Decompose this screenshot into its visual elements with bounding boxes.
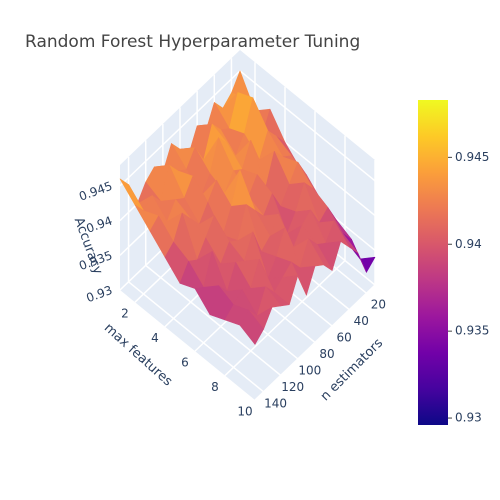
y-tick-label: 8 [211,380,219,394]
colorbar [418,100,448,425]
z-tick-label: 0.93 [84,283,114,305]
colorbar-tick-label: 0.93 [455,411,482,425]
colorbar-tick-label: 0.945 [455,150,489,164]
x-tick-label: 140 [264,396,287,410]
grid-line [224,260,346,377]
y-tick-label: 6 [181,356,189,370]
grid-line [145,264,282,376]
x-tick-label: 100 [298,363,321,377]
grid-line [119,70,241,187]
y-tick-label: 2 [121,307,129,321]
y-tick-label: 4 [151,331,159,345]
z-tick-label: 0.945 [77,179,114,204]
grid-line [254,284,376,401]
x-tick-label: 60 [337,331,352,345]
surface-cell [239,309,264,345]
grid-line [128,281,265,393]
colorbar-tick-label: 0.935 [455,324,489,338]
y-tick-label: 10 [237,405,252,419]
x-tick-label: 20 [371,298,386,312]
chart-title: Random Forest Hyperparameter Tuning [25,32,360,52]
x-axis-title: n estimators [318,336,387,405]
y-axis-title: max features [101,321,175,390]
x-tick-label: 120 [281,380,304,394]
x-tick-label: 80 [319,347,334,361]
colorbar-tick-label: 0.94 [455,237,482,251]
x-tick-label: 40 [354,314,369,328]
grid-line [239,70,376,182]
